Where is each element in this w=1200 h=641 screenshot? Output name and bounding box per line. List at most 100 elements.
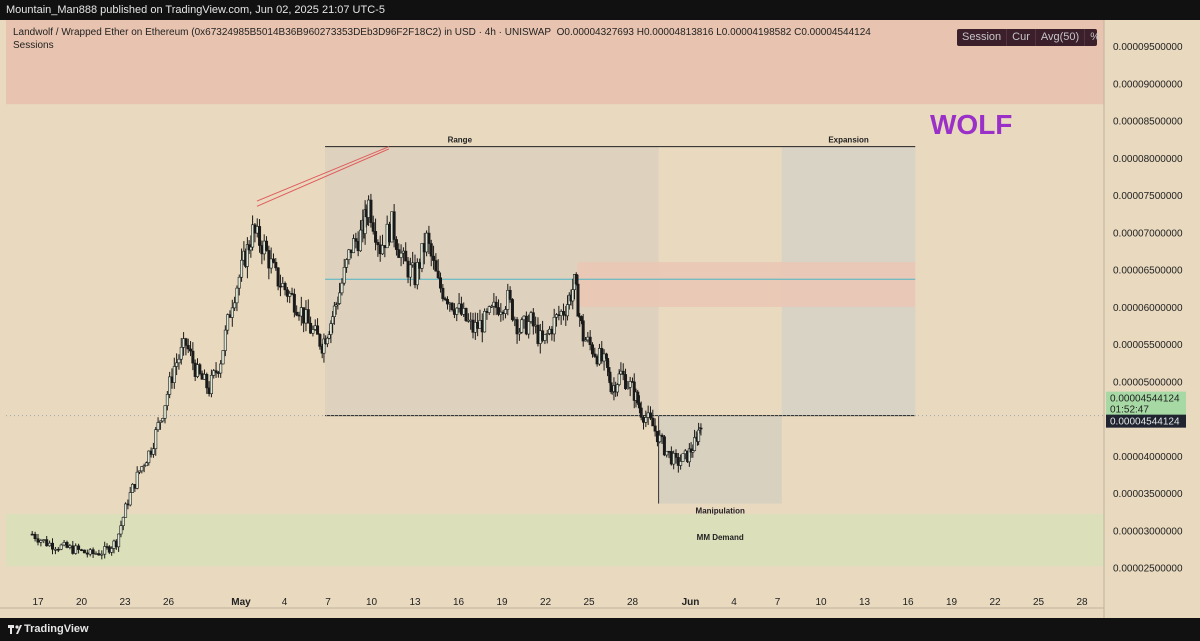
price-tick-label: 0.00002500000	[1113, 564, 1183, 575]
candle-up	[135, 471, 139, 489]
candle-down	[574, 274, 578, 285]
candle-down	[80, 549, 84, 551]
supply-zone	[577, 262, 916, 307]
candle-down	[290, 293, 294, 295]
candle-up	[219, 363, 223, 374]
sessions-label: Sessions	[13, 40, 54, 51]
candle-up	[490, 305, 494, 308]
toggle-avg[interactable]: Avg(50)	[1036, 29, 1086, 46]
candle-down	[662, 436, 666, 456]
candle-up	[628, 381, 632, 388]
candle-down	[561, 311, 565, 315]
candle-down	[434, 260, 438, 272]
candle-up	[48, 542, 52, 547]
candle-up	[154, 429, 158, 449]
price-tick-label: 0.00006500000	[1113, 266, 1183, 277]
candle-up	[172, 366, 176, 383]
candle-up	[347, 249, 351, 260]
time-tick-label: 19	[496, 597, 508, 608]
countdown-value: 01:52:47	[1110, 405, 1149, 416]
candle-down	[699, 427, 703, 430]
price-tick-label: 0.00007000000	[1113, 228, 1183, 239]
footer-bar: TradingView	[0, 618, 1200, 641]
candle-down	[50, 542, 54, 550]
candle-down	[316, 325, 320, 335]
candle-up	[352, 238, 356, 254]
candle-up	[342, 267, 346, 284]
expansion-label: Expansion	[828, 136, 869, 145]
candle-up	[223, 329, 227, 351]
candle-up	[340, 282, 344, 294]
candle-down	[624, 374, 628, 390]
candle-down	[404, 250, 408, 262]
candle-down	[590, 344, 594, 355]
time-tick-label: May	[231, 597, 251, 608]
candle-down	[369, 199, 373, 223]
price-chart[interactable]: Range Expansion Manipulation MM Demand WOLF 0…	[0, 20, 1200, 618]
candle-up	[693, 437, 697, 451]
candle-down	[621, 370, 625, 375]
candle-down	[653, 425, 657, 432]
candle-down	[604, 353, 608, 359]
candle-down	[36, 538, 40, 543]
candle-up	[209, 374, 213, 395]
price-tick-label: 0.00005500000	[1113, 340, 1183, 351]
candle-up	[483, 311, 487, 333]
candle-up	[520, 319, 524, 333]
wolf-label: WOLF	[930, 109, 1012, 140]
candle-down	[515, 319, 519, 335]
trendline-1	[256, 146, 390, 202]
candle-up	[566, 304, 570, 317]
price-tick-label: 0.00009500000	[1113, 42, 1183, 53]
time-tick-label: 25	[1033, 597, 1045, 608]
candle-down	[581, 320, 585, 342]
candle-down	[85, 552, 89, 555]
price-tick-label: 0.00003500000	[1113, 489, 1183, 500]
price-tick-label: 0.00008000000	[1113, 154, 1183, 165]
candle-up	[679, 461, 683, 466]
price-tick-label: 0.00006000000	[1113, 303, 1183, 314]
candle-up	[626, 387, 630, 390]
candle-up	[39, 540, 43, 543]
candle-down	[464, 308, 468, 321]
candle-down	[318, 334, 322, 347]
symbol-legend: Landwolf / Wrapped Ether on Ethereum (0x…	[13, 26, 871, 52]
candle-up	[687, 448, 691, 463]
candle-up	[124, 503, 128, 518]
toggle-session[interactable]: Session	[957, 29, 1008, 46]
candle-up	[269, 258, 273, 269]
manipulation-label: Manipulation	[696, 507, 745, 516]
time-tick-label: 10	[815, 597, 827, 608]
candle-down	[376, 242, 380, 246]
time-tick-label: 22	[989, 597, 1001, 608]
chart-area[interactable]: Range Expansion Manipulation MM Demand WOLF 0…	[0, 20, 1200, 618]
candle-up	[235, 287, 239, 304]
candle-up	[62, 542, 66, 546]
candle-up	[311, 329, 315, 334]
last-price-value: 0.00004544124	[1110, 394, 1180, 405]
time-tick-label: 23	[119, 597, 131, 608]
toggle-percent[interactable]: %	[1090, 31, 1100, 43]
toggle-cur[interactable]: Cur	[1007, 29, 1036, 46]
indicator-toggles: Session Cur Avg(50) %	[957, 29, 1100, 46]
candle-down	[354, 238, 358, 242]
candle-down	[510, 299, 514, 320]
candle-down	[593, 353, 597, 357]
candle-up	[42, 539, 46, 541]
candle-up	[163, 405, 167, 419]
candle-up	[158, 420, 162, 423]
candle-up	[338, 292, 342, 304]
candle-up	[100, 553, 104, 556]
candle-down	[189, 348, 193, 352]
time-tick-label: 7	[775, 597, 781, 608]
candle-down	[674, 453, 678, 458]
candle-down	[214, 370, 218, 373]
candle-up	[420, 243, 424, 269]
candle-down	[588, 336, 592, 346]
candle-down	[283, 283, 287, 291]
candle-up	[156, 422, 160, 431]
time-tick-label: 28	[1076, 597, 1088, 608]
price-tick-label: 0.00008500000	[1113, 117, 1183, 128]
candle-down	[441, 287, 445, 299]
candle-up	[691, 450, 695, 453]
